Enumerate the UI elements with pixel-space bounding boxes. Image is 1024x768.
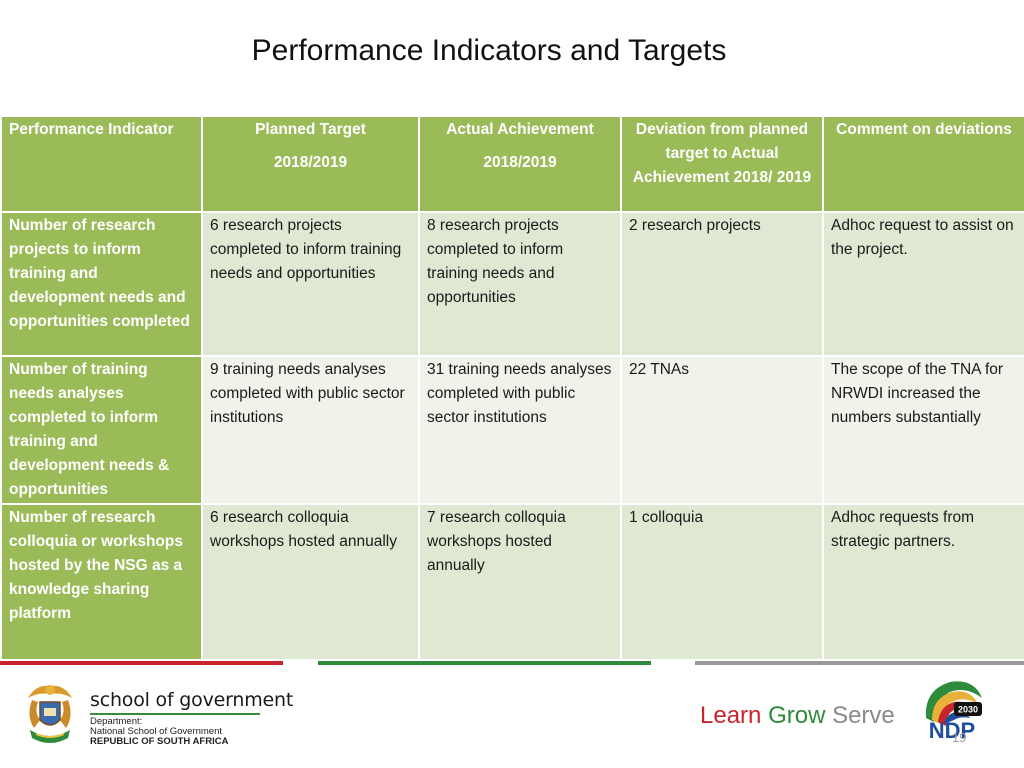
actual-cell: 8 research projects completed to inform … (418, 211, 622, 357)
deviation-cell: 2 research projects (620, 211, 824, 357)
deviation-cell: 1 colloquia (620, 503, 824, 661)
table-row: Number of research projects to inform tr… (0, 211, 1024, 357)
planned-cell: 6 research projects completed to inform … (201, 211, 420, 357)
table-header-row: Performance Indicator Planned Target 2018… (0, 115, 1024, 213)
page-title: Performance Indicators and Targets (251, 34, 727, 67)
performance-table: Performance Indicator Planned Target 2018… (0, 115, 1024, 661)
org-name-underline (90, 713, 260, 715)
tagline-serve: Serve (832, 702, 895, 729)
tagline: Learn Grow Serve (700, 702, 895, 730)
indicator-cell: Number of training needs analyses comple… (0, 355, 203, 505)
table-row: Number of research colloquia or workshop… (0, 503, 1024, 661)
planned-cell: 6 research colloquia workshops hosted an… (201, 503, 420, 661)
ndp-logo-icon: 2030 NDP (925, 681, 982, 742)
header-planned-target: Planned Target 2018/2019 (201, 115, 420, 213)
ndp-text: NDP (929, 718, 975, 742)
header-deviation: Deviation from planned target to Actual … (620, 115, 824, 213)
planned-cell: 9 training needs analyses completed with… (201, 355, 420, 505)
header-performance-indicator: Performance Indicator (0, 115, 203, 213)
comment-cell: Adhoc request to assist on the project. (822, 211, 1024, 357)
deviation-cell: 22 TNAs (620, 355, 824, 505)
department-label: Department: (90, 716, 143, 727)
indicator-cell: Number of research projects to inform tr… (0, 211, 203, 357)
footer-bar-grey (695, 661, 1024, 665)
comment-cell: Adhoc requests from strategic partners. (822, 503, 1024, 661)
footer-bar-red (0, 661, 283, 665)
country-name: REPUBLIC OF SOUTH AFRICA (90, 736, 229, 747)
department-name: National School of Government (90, 726, 223, 737)
table-row: Number of training needs analyses comple… (0, 355, 1024, 505)
indicator-cell: Number of research colloquia or workshop… (0, 503, 203, 661)
page-number: 19 (952, 730, 967, 745)
header-actual-achievement: Actual Achievement 2018/2019 (418, 115, 622, 213)
actual-cell: 31 training needs analyses completed wit… (418, 355, 622, 505)
ndp-year: 2030 (958, 705, 978, 715)
footer-bar-green (318, 661, 651, 665)
tagline-grow: Grow (768, 702, 826, 729)
tagline-learn: Learn (700, 702, 762, 729)
header-comment: Comment on deviations (822, 115, 1024, 213)
actual-cell: 7 research colloquia workshops hosted an… (418, 503, 622, 661)
org-name: school of government (90, 689, 294, 711)
coat-of-arms-icon (28, 685, 72, 743)
comment-cell: The scope of the TNA for NRWDI increased… (822, 355, 1024, 505)
